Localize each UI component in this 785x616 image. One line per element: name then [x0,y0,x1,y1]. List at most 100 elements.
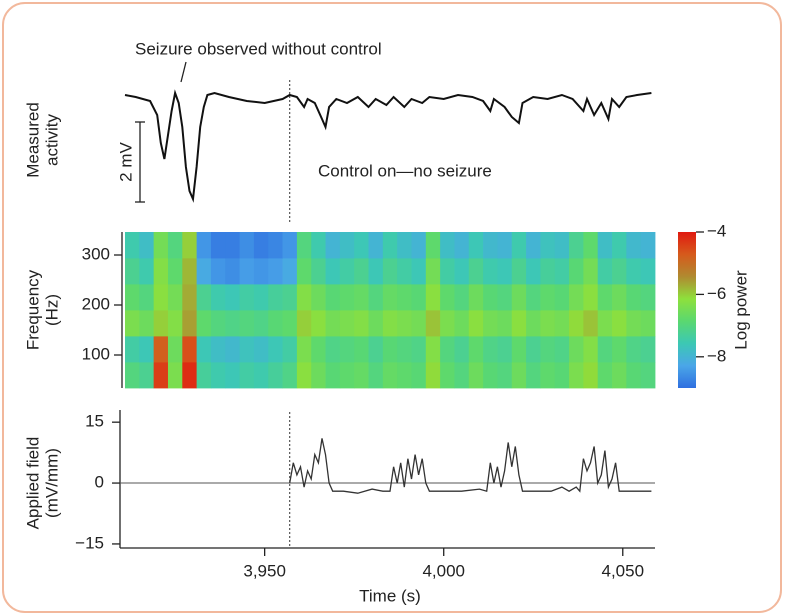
heatmap-cell [167,232,183,259]
heatmap-cell [554,362,570,389]
heatmap-cell [368,284,384,311]
heatmap-cell [182,310,198,337]
annotation-pointer [180,61,187,83]
heatmap-cell [554,232,570,259]
heatmap-cell [125,258,140,285]
heatmap-cell [526,336,541,363]
heatmap-cell [167,284,183,311]
colorbar-tick-label: −4 [707,221,726,240]
heatmap-cell [325,362,341,389]
heatmap-cell [225,362,240,389]
heatmap-cell [268,284,283,311]
heatmap-cell [583,310,599,337]
heatmap-cell [540,362,556,389]
heatmap-cell [153,362,169,389]
heatmap-cell [554,284,570,311]
heatmap-cell [253,258,269,285]
heatmap-cell [382,232,398,259]
heatmap-cell [540,284,556,311]
heatmap-cell [225,284,240,311]
heatmap-cell [196,336,212,363]
heatmap-cell [239,310,255,337]
heatmap-cell [311,310,326,337]
heatmap-cell [526,258,541,285]
heatmap-cell [411,284,427,311]
heatmap-cell [425,258,441,285]
heatmap-cell [139,284,155,311]
heatmap-cell [210,362,226,389]
heatmap-cell [268,232,283,259]
heatmap-cell [468,336,484,363]
heatmap-cell [468,258,484,285]
heatmap-cell [612,232,627,259]
heatmap-cell [167,336,183,363]
heatmap-cell [311,362,326,389]
heatmap-cell [210,232,226,259]
heatmap-cell [196,284,212,311]
heatmap-cell [569,310,584,337]
heatmap-cell [626,362,642,389]
heatmap-cell [640,362,656,389]
heatmap-cell [468,310,484,337]
heatmap-cell [397,310,412,337]
heatmap-cell [354,310,369,337]
heatmap-cell [225,310,240,337]
heatmap-cell [125,284,140,311]
heatmap-cell [425,284,441,311]
x-tick-label: 3,950 [243,561,286,580]
heatmap-cell [311,232,326,259]
heatmap-cell [225,258,240,285]
heatmap-cell [311,336,326,363]
heatmap-cell [382,362,398,389]
heatmap-cell [210,310,226,337]
heatmap-cell [282,232,298,259]
heatmap-cell [454,336,470,363]
heatmap-cell [239,336,255,363]
heatmap-cell [139,362,155,389]
heatmap-cell [483,362,498,389]
heatmap-cell [139,258,155,285]
heatmap-cell [597,336,613,363]
heatmap-cell [583,232,599,259]
heatmap-cell [425,336,441,363]
heatmap-cell [139,310,155,337]
heatmap-cell [253,362,269,389]
heatmap-cell [597,362,613,389]
heatmap-cell [511,258,527,285]
trace [124,89,652,203]
heatmap-cell [253,232,269,259]
heatmap-cell [296,258,312,285]
annotation: Seizure observed without control [135,39,382,58]
heatmap-cell [153,232,169,259]
heatmap-cell [612,310,627,337]
colorbar-tick-label: −8 [707,346,726,365]
heatmap-cell [626,310,642,337]
heatmap-cell [569,232,584,259]
heatmap-cell [483,232,498,259]
y-label: activity [42,114,61,166]
heatmap-cell [268,310,283,337]
heatmap-cell [196,310,212,337]
heatmap-cell [225,232,240,259]
heatmap-cell [354,362,369,389]
heatmap-cell [511,310,527,337]
heatmap-cell [368,310,384,337]
heatmap-cell [253,310,269,337]
heatmap-cell [125,362,140,389]
heatmap-cell [425,310,441,337]
heatmap-cell [511,232,527,259]
heatmap-cell [339,258,355,285]
x-tick-label: 4,000 [422,561,465,580]
colorbar [678,232,696,388]
heatmap-cell [210,284,226,311]
heatmap-cell [397,362,412,389]
y-label: Measured [23,102,42,178]
heatmap-cell [325,284,341,311]
heatmap-cell [612,258,627,285]
heatmap-cell [125,310,140,337]
heatmap-cell [311,284,326,311]
heatmap-cell [282,336,298,363]
heatmap-cell [540,310,556,337]
heatmap-cell [339,362,355,389]
